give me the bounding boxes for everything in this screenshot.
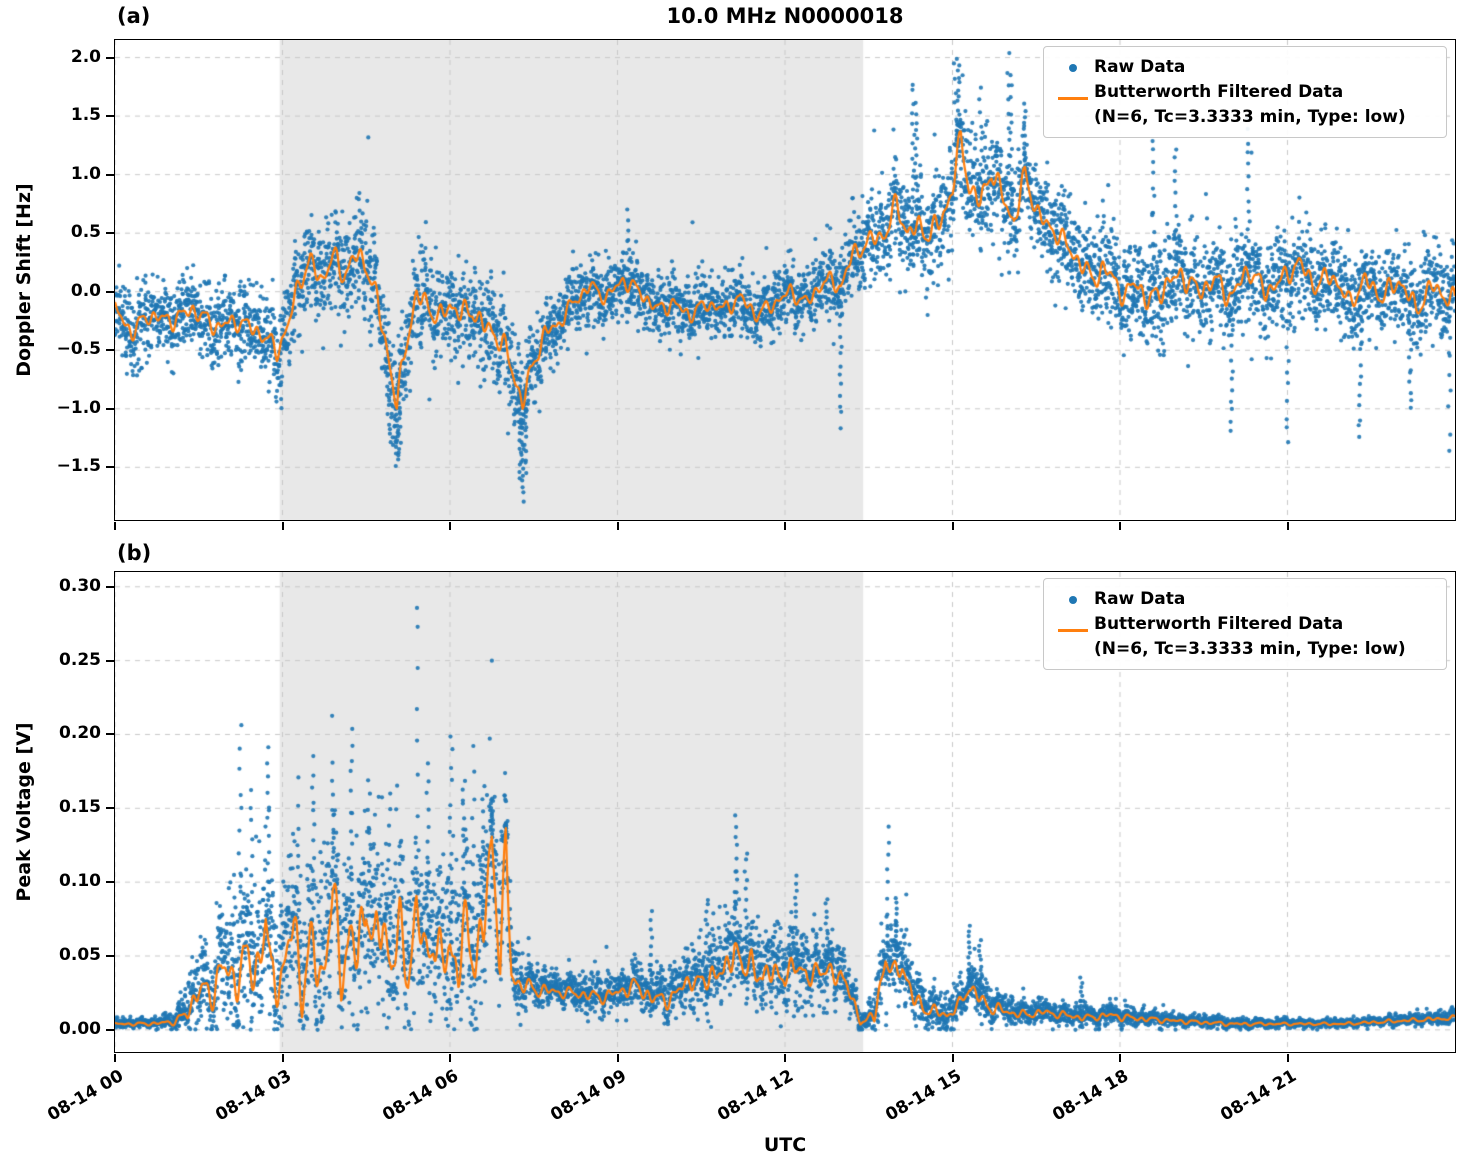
y-tick-label: 0.20 — [59, 723, 101, 744]
x-tick-mark — [784, 521, 786, 530]
x-tick-label: 08-14 03 — [211, 1066, 295, 1126]
y-tick-mark — [105, 115, 114, 118]
legend-panel-b: Raw Data Butterworth Filtered Data (N=6,… — [1043, 578, 1447, 671]
y-tick-mark — [105, 290, 114, 293]
x-tick-mark — [449, 1053, 451, 1062]
y-tick-label: −0.5 — [56, 339, 101, 360]
x-tick-label: 08-14 15 — [881, 1066, 965, 1126]
y-tick-mark — [105, 733, 114, 736]
legend-raw-label: Raw Data — [1094, 57, 1186, 77]
y-tick-label: 0.5 — [70, 222, 101, 243]
y-tick-label: 1.0 — [70, 163, 101, 184]
x-tick-mark — [951, 1053, 954, 1062]
x-tick-label: 08-14 18 — [1049, 1066, 1132, 1126]
y-tick-label: 0.10 — [59, 871, 101, 892]
y-tick-label: 0.15 — [59, 797, 101, 818]
panel-b-label: (b) — [117, 541, 152, 565]
panel-a-label: (a) — [117, 4, 151, 28]
chart-title: 10.0 MHz N0000018 — [666, 4, 904, 28]
x-tick-mark — [784, 1053, 786, 1062]
y-tick-mark — [105, 585, 114, 588]
filtered-line-marker-icon — [1052, 612, 1094, 637]
y-tick-mark — [105, 349, 114, 352]
legend-entry-raw-data: Raw Data — [1052, 587, 1436, 612]
scatter-dot-icon — [1069, 63, 1077, 72]
y-tick-label: 1.5 — [70, 105, 101, 126]
x-tick-mark — [616, 1053, 619, 1062]
x-tick-mark — [281, 1053, 284, 1062]
y-tick-mark — [105, 232, 114, 235]
x-tick-mark — [281, 521, 284, 530]
raw-data-marker-icon — [1052, 587, 1094, 612]
raw-data-marker-icon — [1052, 55, 1094, 80]
scatter-dot-icon — [1069, 595, 1077, 604]
legend-panel-a: Raw Data Butterworth Filtered Data (N=6,… — [1043, 46, 1447, 139]
x-tick-mark — [1286, 521, 1289, 530]
x-axis-title: UTC — [763, 1134, 807, 1156]
y-tick-mark — [105, 955, 114, 957]
y-tick-label: −1.5 — [56, 456, 101, 477]
line-sample-icon — [1058, 96, 1088, 100]
x-tick-mark — [1119, 1053, 1121, 1062]
legend-filtered-label: Butterworth Filtered Data (N=6, Tc=3.333… — [1094, 82, 1406, 127]
y-tick-label: 0.00 — [59, 1018, 101, 1039]
y-tick-label: 0.05 — [59, 945, 101, 965]
x-tick-mark — [1286, 1053, 1289, 1062]
filtered-line-marker-icon — [1052, 80, 1094, 105]
line-sample-icon — [1058, 628, 1088, 632]
x-tick-label: 08-14 12 — [714, 1066, 797, 1126]
y-tick-mark — [105, 56, 114, 59]
y-tick-mark — [105, 407, 114, 410]
legend-filtered-label: Butterworth Filtered Data (N=6, Tc=3.333… — [1094, 614, 1406, 659]
y-tick-label: −1.0 — [56, 397, 101, 418]
y-tick-mark — [105, 173, 114, 176]
x-tick-mark — [1119, 521, 1121, 530]
y-tick-label: 0.30 — [59, 575, 101, 596]
y-tick-mark — [105, 807, 114, 810]
y-tick-label: 0.25 — [59, 649, 101, 670]
x-tick-mark — [449, 521, 451, 530]
x-tick-label: 08-14 06 — [379, 1066, 462, 1126]
legend-raw-label: Raw Data — [1094, 589, 1186, 609]
legend-entry-raw-data: Raw Data — [1052, 55, 1436, 80]
y-tick-label: 0.0 — [70, 280, 101, 301]
x-tick-mark — [114, 521, 116, 530]
x-tick-label: 08-14 00 — [44, 1066, 127, 1126]
y-tick-label: 2.0 — [70, 46, 101, 67]
x-tick-mark — [114, 1053, 116, 1062]
y-tick-mark — [105, 466, 114, 469]
x-tick-mark — [616, 521, 619, 530]
x-tick-mark — [951, 521, 954, 530]
y-tick-mark — [105, 881, 114, 884]
x-tick-label: 08-14 21 — [1216, 1066, 1300, 1126]
y-tick-mark — [105, 659, 114, 662]
y-tick-mark — [105, 1028, 114, 1031]
legend-entry-filtered: Butterworth Filtered Data (N=6, Tc=3.333… — [1052, 80, 1436, 129]
x-tick-label: 08-14 09 — [546, 1066, 630, 1126]
legend-entry-filtered: Butterworth Filtered Data (N=6, Tc=3.333… — [1052, 612, 1436, 661]
